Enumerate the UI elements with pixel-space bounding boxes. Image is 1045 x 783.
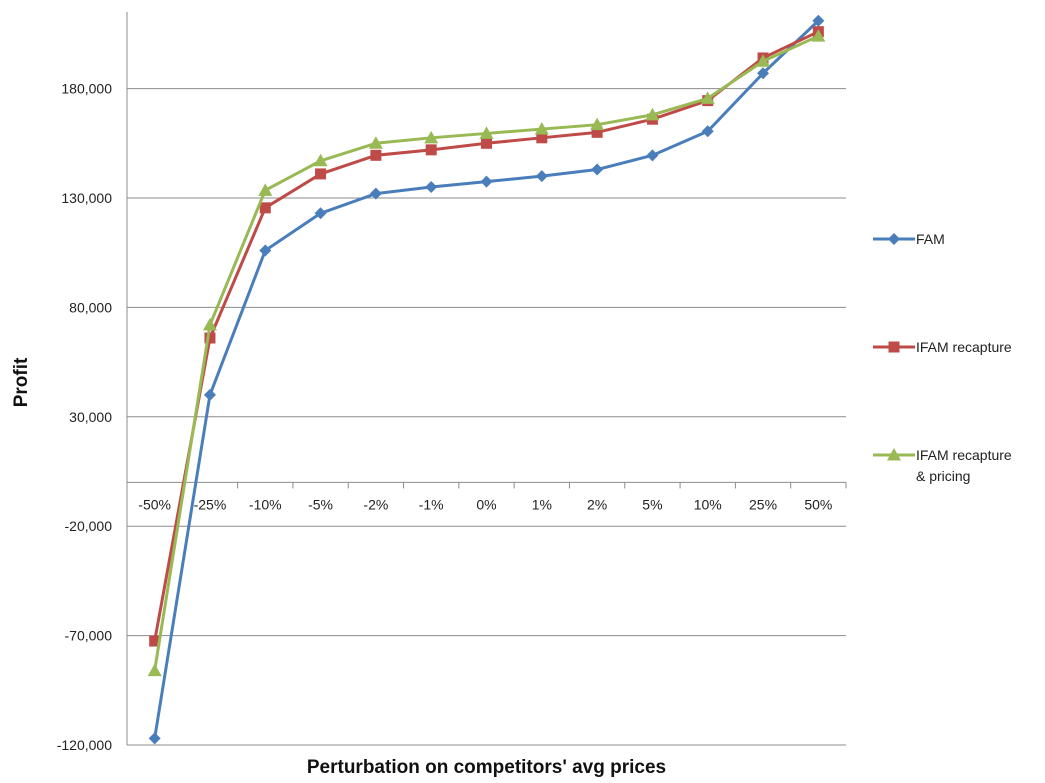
legend-item: IFAM recapture [873, 339, 1012, 355]
legend-marker [888, 341, 900, 353]
data-point [811, 29, 826, 42]
data-point [591, 163, 604, 176]
legend-label: FAM [916, 231, 945, 247]
data-point [480, 175, 493, 188]
legend-label: IFAM recapture [916, 339, 1012, 355]
x-axis-title: Perturbation on competitors' avg prices [307, 757, 666, 778]
data-point [479, 126, 494, 139]
x-tick-label: 5% [642, 496, 662, 512]
x-tick-label: 25% [749, 496, 777, 512]
data-point [646, 149, 659, 162]
data-point [315, 168, 327, 180]
data-point [148, 732, 161, 745]
x-tick-label: 50% [804, 496, 832, 512]
y-tick-label: -120,000 [57, 737, 112, 753]
x-tick-label: -25% [194, 496, 227, 512]
data-point [757, 67, 770, 80]
x-tick-label: -1% [419, 496, 444, 512]
data-point [812, 14, 825, 27]
series-1 [149, 26, 824, 647]
data-point [368, 136, 383, 149]
data-point [259, 244, 272, 257]
data-point [536, 132, 548, 144]
y-tick-label: 30,000 [69, 409, 112, 425]
legend-item: IFAM recapture & pricing [873, 447, 1012, 484]
y-axis-title: Profit [11, 357, 32, 407]
data-point [204, 332, 216, 344]
gridlines [127, 88, 846, 746]
x-tick-label: 0% [476, 496, 496, 512]
data-point [369, 187, 382, 200]
data-point [313, 153, 328, 167]
data-point [591, 126, 603, 138]
y-tick-label: -20,000 [65, 518, 113, 534]
data-point [535, 170, 548, 183]
data-point [590, 117, 605, 131]
data-point [314, 207, 327, 220]
x-tick-label: -5% [308, 496, 333, 512]
x-tick-label: 2% [587, 496, 607, 512]
data-point [425, 144, 437, 156]
x-tick-labels: -50% -25% -10% -5% -2% -1% 0% 1% 2% 5% 10% 25% 50% [138, 496, 832, 512]
data-point [534, 122, 549, 135]
x-tick-label: 10% [694, 496, 722, 512]
data-point [700, 91, 715, 104]
data-point [259, 202, 271, 214]
data-point [756, 54, 771, 67]
legend-label: & pricing [916, 468, 970, 484]
data-point [425, 181, 438, 194]
y-tick-label: 180,000 [61, 81, 112, 97]
legend-label: IFAM recapture [916, 447, 1012, 463]
data-point [481, 137, 492, 149]
data-point [147, 663, 162, 677]
series-2 [147, 29, 826, 677]
series-group [147, 14, 826, 745]
legend-item: FAM [873, 231, 945, 247]
x-tick-label: 1% [532, 496, 552, 512]
data-point [701, 125, 714, 138]
data-point [645, 107, 660, 121]
y-tick-label: 130,000 [61, 190, 112, 206]
data-point [424, 130, 439, 144]
data-point [149, 635, 161, 647]
legend: FAM IFAM recapture IFAM recapture & pricing [873, 231, 1012, 484]
axes [126, 12, 847, 745]
y-tick-label: -70,000 [65, 628, 113, 644]
y-tick-labels: -120,000 -70,000 -20,000 30,000 80,000 130,00… [57, 81, 112, 753]
x-tick-label: -10% [249, 496, 282, 512]
x-tick-label: -50% [138, 496, 171, 512]
legend-marker [887, 448, 901, 461]
data-point [202, 317, 217, 331]
series-0 [148, 14, 825, 745]
legend-marker [888, 233, 900, 245]
series-line [153, 30, 819, 642]
data-point [258, 183, 273, 196]
data-point [203, 388, 216, 401]
y-tick-label: 80,000 [69, 299, 112, 315]
data-point [370, 149, 382, 161]
x-tick-label: -2% [363, 496, 388, 512]
